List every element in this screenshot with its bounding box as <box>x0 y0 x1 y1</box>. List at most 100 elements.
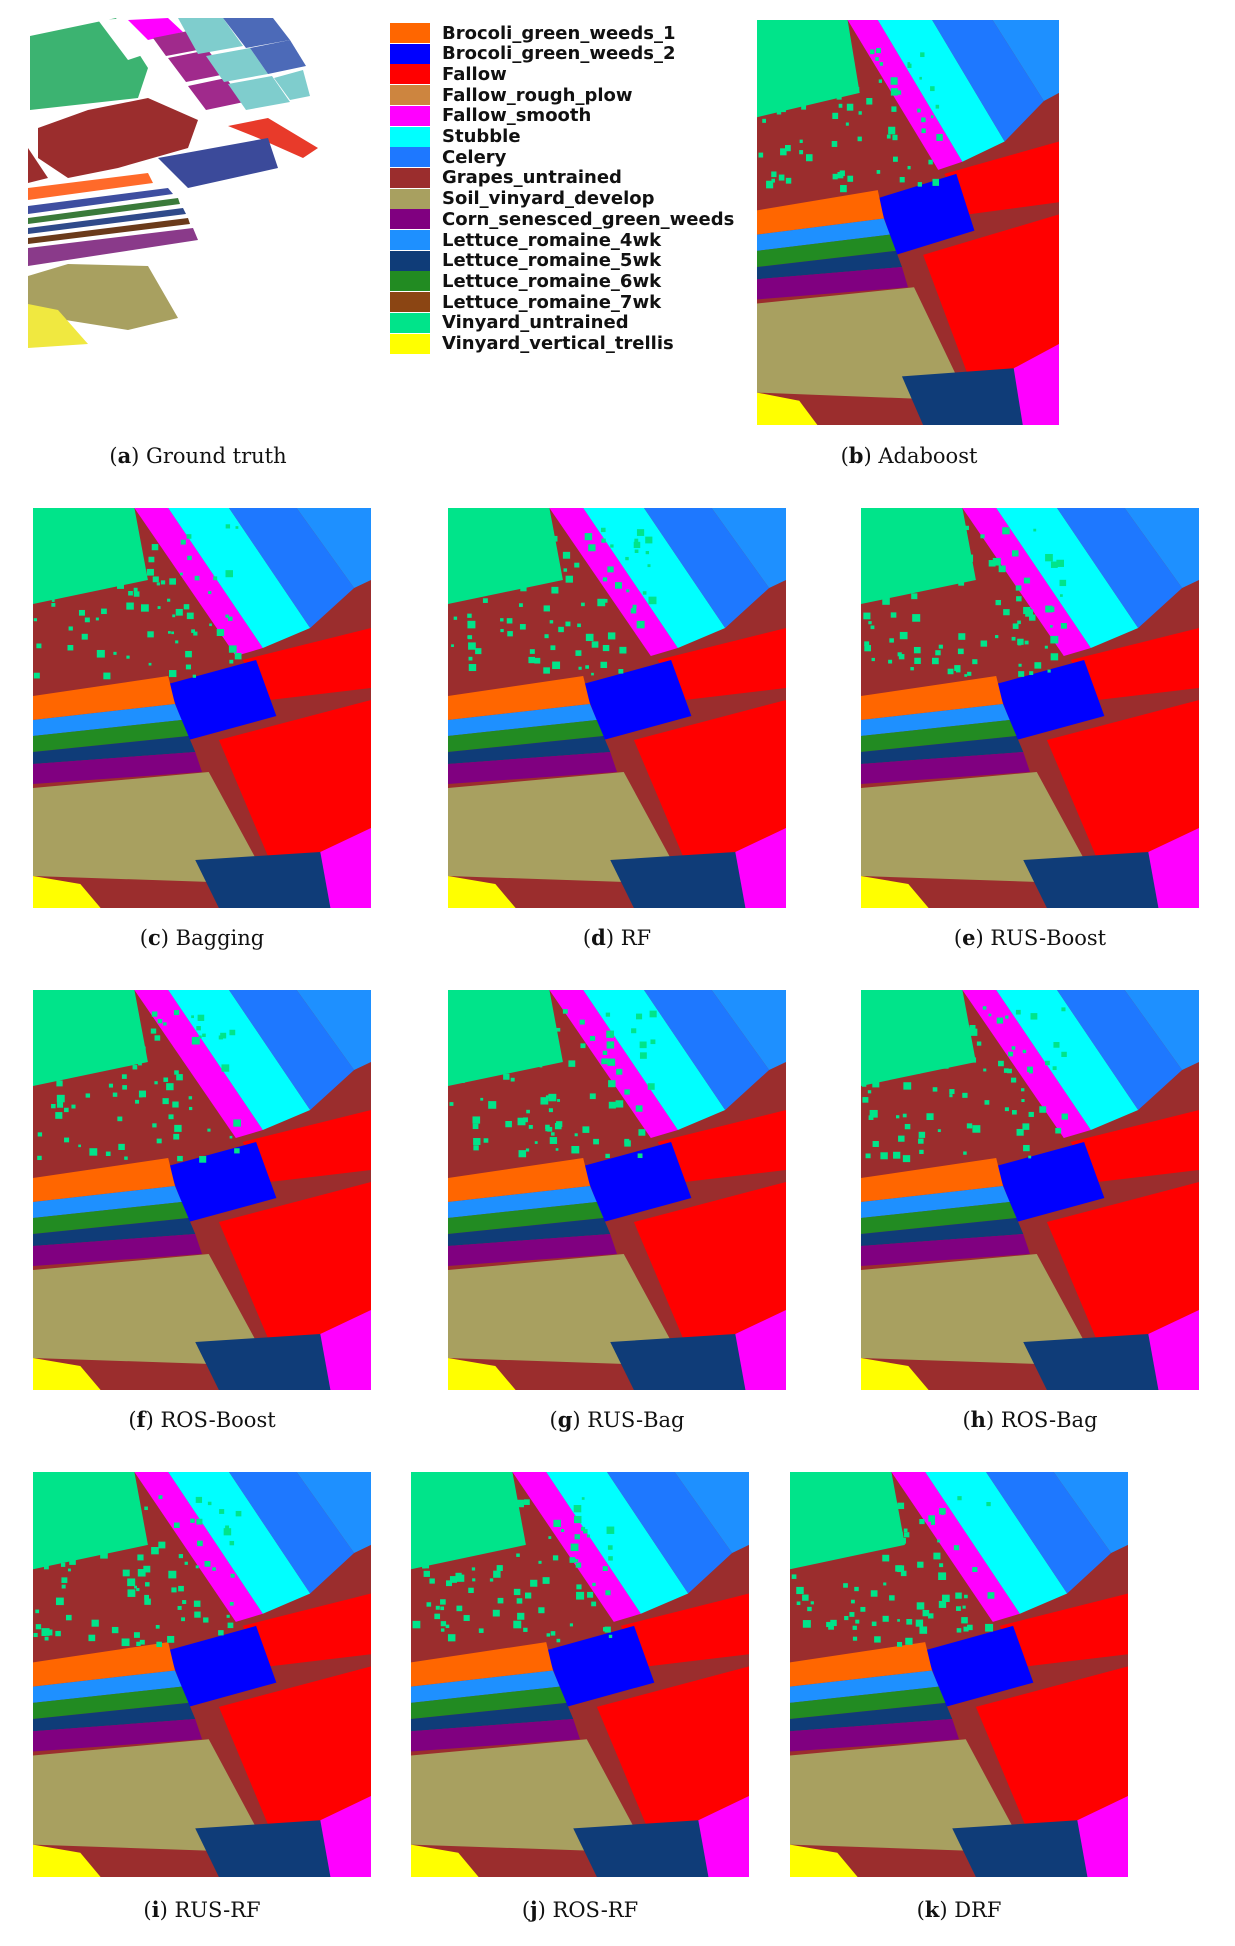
map-speckle <box>507 631 513 637</box>
map-lettuce-5wk <box>790 1702 953 1732</box>
map-speckle <box>917 108 921 113</box>
map-speckle <box>440 1606 445 1611</box>
map-speckle <box>890 88 898 96</box>
map-fallow-top <box>1070 1110 1199 1182</box>
map-speckle <box>888 1050 895 1057</box>
map-speckle <box>636 1013 643 1020</box>
map-speckle <box>529 649 535 654</box>
map-speckle <box>843 1493 850 1500</box>
map-speckle <box>93 1549 99 1555</box>
map-stubble <box>996 990 1139 1130</box>
map-speckle <box>581 1497 585 1500</box>
map-fallow <box>923 214 1059 393</box>
map-speckle <box>812 40 818 47</box>
map-fallow-top <box>657 628 786 700</box>
map-celery <box>229 508 355 628</box>
map-speckle <box>928 1515 935 1522</box>
map-speckle <box>883 1582 887 1586</box>
legend-label: Corn_senesced_green_weeds <box>442 208 735 230</box>
map-speckle <box>819 71 826 79</box>
map-speckle <box>827 64 834 71</box>
map-speckle <box>552 1555 559 1561</box>
map-speckle <box>1021 1099 1025 1103</box>
map-speckle <box>528 1124 533 1129</box>
map-speckle <box>177 1155 183 1162</box>
map-speckle <box>64 1107 69 1113</box>
map-speckle <box>578 666 582 670</box>
map-speckle <box>187 555 192 561</box>
map-speckle <box>601 538 606 543</box>
map-speckle <box>488 1101 497 1109</box>
map-speckle <box>772 61 778 67</box>
map-speckle <box>624 1089 630 1095</box>
map-stubble <box>168 508 311 648</box>
map-speckle <box>964 1594 968 1599</box>
map-speckle <box>65 1490 73 1498</box>
map-speckle <box>836 94 842 100</box>
map-speckle <box>453 616 458 620</box>
map-speckle <box>148 556 155 563</box>
map-speckle <box>127 1589 136 1597</box>
map-speckle <box>953 1545 960 1551</box>
map-speckle <box>154 1035 161 1041</box>
map-speckle <box>552 661 561 670</box>
map-speckle <box>608 1634 613 1639</box>
map-speckle <box>449 1102 454 1106</box>
map-speckle <box>880 1152 888 1160</box>
map-speckle <box>635 1105 643 1112</box>
map-speckle <box>639 1041 647 1049</box>
map-speckle <box>952 1008 957 1013</box>
map-speckle <box>82 549 86 553</box>
map-speckle <box>144 1594 149 1600</box>
map-speckle <box>874 1636 881 1643</box>
map-speckle <box>75 1518 83 1525</box>
map-speckle <box>461 1042 468 1049</box>
map-celery <box>1057 990 1183 1110</box>
map-speckle <box>588 544 596 552</box>
map-speckle <box>549 1137 558 1144</box>
map-speckle <box>174 1070 179 1075</box>
map-speckle <box>445 1624 450 1629</box>
map-speckle <box>173 1010 180 1016</box>
map-speckle <box>493 1570 501 1578</box>
map-corn <box>448 1234 617 1266</box>
map-speckle <box>579 1019 585 1025</box>
map-speckle <box>440 1599 446 1605</box>
map-speckle <box>815 1542 823 1549</box>
map-speckle <box>952 1019 957 1023</box>
map-speckle <box>758 152 764 158</box>
map-speckle <box>932 1087 938 1092</box>
map-speckle <box>917 1071 921 1074</box>
map-speckle <box>506 618 513 624</box>
legend-swatch <box>390 209 430 230</box>
map-speckle <box>87 1034 96 1042</box>
map-speckle <box>607 1058 616 1066</box>
map-speckle <box>223 1528 232 1536</box>
map-speckle <box>230 1573 235 1578</box>
legend-label: Lettuce_romaine_7wk <box>442 291 662 313</box>
map-speckle <box>116 582 124 589</box>
map-fallow <box>633 700 786 876</box>
map-speckle <box>853 1511 862 1520</box>
map-soil <box>33 1254 270 1366</box>
map-speckle <box>234 1148 240 1154</box>
map-speckle <box>919 76 922 80</box>
map-speckle <box>940 1061 949 1069</box>
map-speckle <box>117 1024 122 1029</box>
map-speckle <box>225 524 231 529</box>
map-speckle <box>581 1526 586 1531</box>
map-speckle <box>468 1587 474 1594</box>
map-speckle <box>913 646 921 654</box>
map-celery <box>229 1472 355 1594</box>
map-speckle <box>575 1559 579 1562</box>
map-speckle <box>528 565 535 571</box>
map-speckle <box>147 631 154 638</box>
gt-region-stubble <box>178 18 243 54</box>
map-speckle <box>897 1619 900 1622</box>
map-speckle <box>501 1020 507 1026</box>
map-speckle <box>1015 1009 1021 1015</box>
legend-item: Lettuce_romaine_7wk <box>390 291 661 313</box>
map-speckle <box>422 1495 429 1501</box>
map-soil <box>448 772 685 884</box>
map-speckle <box>922 1609 930 1617</box>
